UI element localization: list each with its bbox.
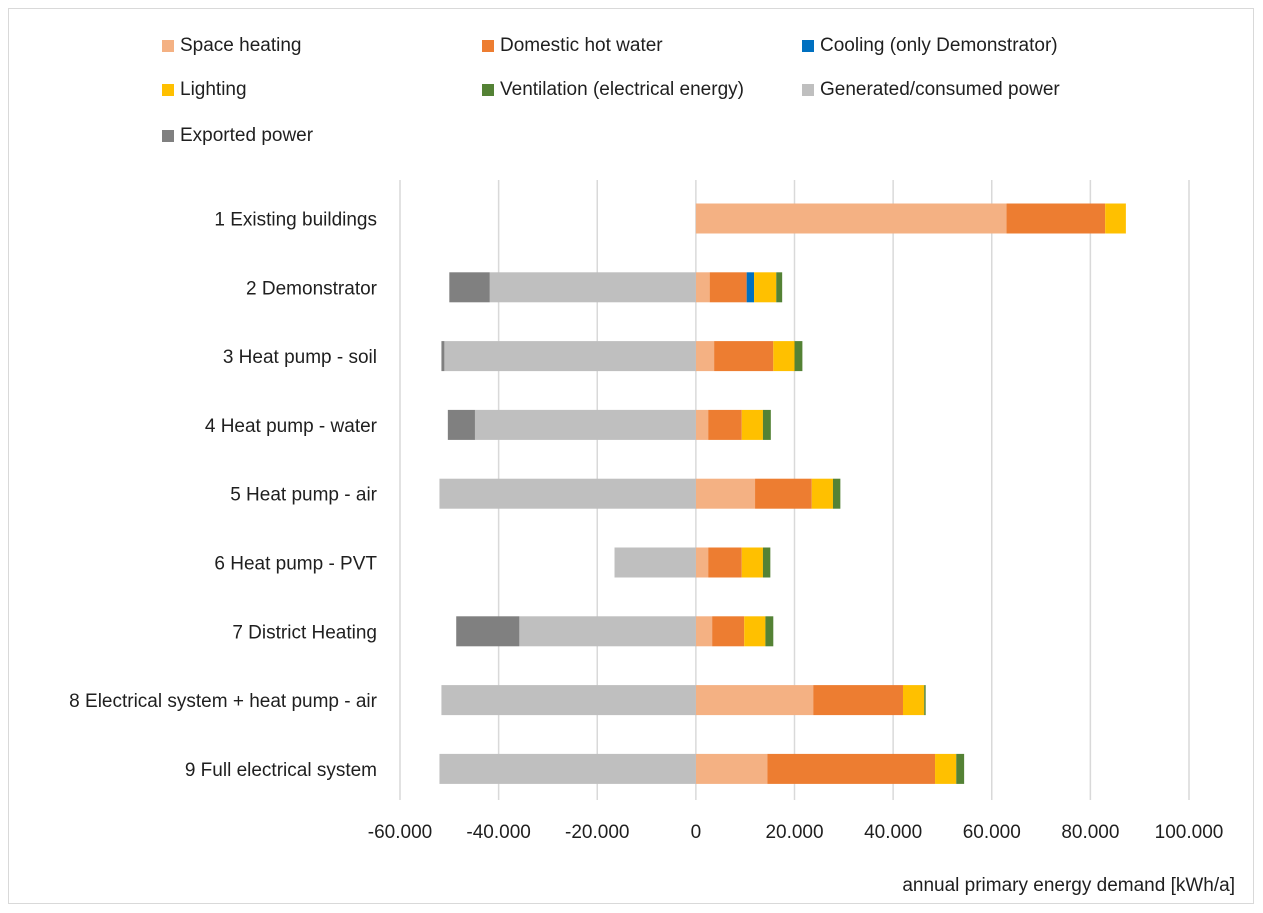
legend-swatch (802, 84, 814, 96)
bar-segment (439, 753, 696, 784)
legend-swatch (802, 40, 814, 52)
bar-segment (695, 203, 1007, 234)
bar-segment (519, 616, 696, 647)
legend-item-generated-consumed-power: Generated/consumed power (802, 79, 1060, 101)
bar-segment (741, 547, 763, 578)
bar-segment (695, 753, 768, 784)
category-label: 1 Existing buildings (214, 210, 377, 231)
x-tick-labels: -60.000 -40.000 -20.000 0 20.000 40.000 60.000… (368, 822, 1224, 843)
bar-segment (762, 409, 771, 440)
legend-label: Exported power (180, 125, 314, 146)
bar-segment (447, 409, 475, 440)
bar-segment (695, 409, 709, 440)
bar-segment (708, 547, 742, 578)
bar-segment (714, 341, 774, 372)
bar-segment (695, 272, 710, 303)
bar-segment (449, 272, 490, 303)
legend-item-lighting: Lighting (162, 79, 247, 101)
bar-segment (956, 753, 965, 784)
bar-segment (456, 616, 520, 647)
category-label: 3 Heat pump - soil (223, 347, 377, 368)
x-tick-label: 100.000 (1155, 822, 1224, 843)
bar-segment (441, 685, 696, 716)
bar-segment (695, 616, 713, 647)
x-tick-label: -60.000 (368, 822, 432, 843)
bar-segment (695, 478, 756, 509)
bar-segment (762, 547, 771, 578)
category-label: 5 Heat pump - air (230, 485, 377, 506)
bar-segment (1105, 203, 1126, 234)
legend-label: Space heating (180, 35, 302, 56)
category-label: 4 Heat pump - water (205, 416, 378, 437)
x-tick-label: -20.000 (565, 822, 629, 843)
bar-segment (439, 478, 696, 509)
legend-label: Cooling (only Demonstrator) (820, 35, 1058, 56)
legend-label: Domestic hot water (500, 35, 663, 56)
legend-item-cooling: Cooling (only Demonstrator) (802, 35, 1058, 57)
bar-segment (712, 616, 745, 647)
bar-segment (767, 753, 936, 784)
x-tick-label: 60.000 (963, 822, 1021, 843)
legend-swatch (482, 84, 494, 96)
bar-segment (794, 341, 803, 372)
bar-segment (765, 616, 774, 647)
legend-item-domestic-hot-water: Domestic hot water (482, 35, 663, 57)
bar-segment (489, 272, 696, 303)
legend: Space heating Domestic hot water Cooling… (0, 0, 1263, 160)
legend-swatch (162, 40, 174, 52)
legend-label: Generated/consumed power (820, 79, 1060, 100)
x-tick-label: 40.000 (864, 822, 922, 843)
legend-swatch (162, 130, 174, 142)
bar-segment (695, 547, 709, 578)
bar-segment (902, 685, 925, 716)
bar-segment (744, 616, 766, 647)
bar-segment (444, 341, 696, 372)
category-labels: 1 Existing buildings 2 Demonstrator 3 Heat… (69, 210, 377, 781)
bar-segment (935, 753, 957, 784)
bar-segment (754, 272, 777, 303)
legend-item-ventilation: Ventilation (electrical energy) (482, 79, 744, 101)
x-tick-label: 0 (691, 822, 702, 843)
category-label: 8 Electrical system + heat pump - air (69, 691, 377, 712)
legend-label: Lighting (180, 79, 247, 100)
legend-item-exported-power: Exported power (162, 125, 313, 147)
bar-segment (709, 272, 747, 303)
bar-segment (924, 685, 926, 716)
x-axis-title: annual primary energy demand [kWh/a] (902, 875, 1235, 896)
bar-segment (1006, 203, 1106, 234)
bar-segment (746, 272, 755, 303)
x-tick-label: 80.000 (1061, 822, 1119, 843)
bar-segment (811, 478, 833, 509)
bar-segment (614, 547, 696, 578)
x-tick-label: 20.000 (765, 822, 823, 843)
bar-segment (474, 409, 696, 440)
bar-segment (755, 478, 812, 509)
category-label: 6 Heat pump - PVT (214, 554, 377, 575)
category-label: 2 Demonstrator (246, 278, 378, 299)
legend-swatch (482, 40, 494, 52)
category-label: 7 District Heating (232, 622, 377, 643)
legend-item-space-heating: Space heating (162, 35, 302, 57)
bar-segment (813, 685, 903, 716)
bar-segment (441, 341, 445, 372)
legend-swatch (162, 84, 174, 96)
bar-segment (695, 685, 814, 716)
bar-segment (741, 409, 763, 440)
bar-segment (776, 272, 783, 303)
bars (439, 203, 1126, 784)
bar-segment (695, 341, 715, 372)
x-tick-label: -40.000 (466, 822, 530, 843)
bar-segment (832, 478, 841, 509)
bar-segment (773, 341, 795, 372)
legend-label: Ventilation (electrical energy) (500, 79, 744, 100)
category-label: 9 Full electrical system (185, 760, 377, 781)
bar-segment (708, 409, 742, 440)
